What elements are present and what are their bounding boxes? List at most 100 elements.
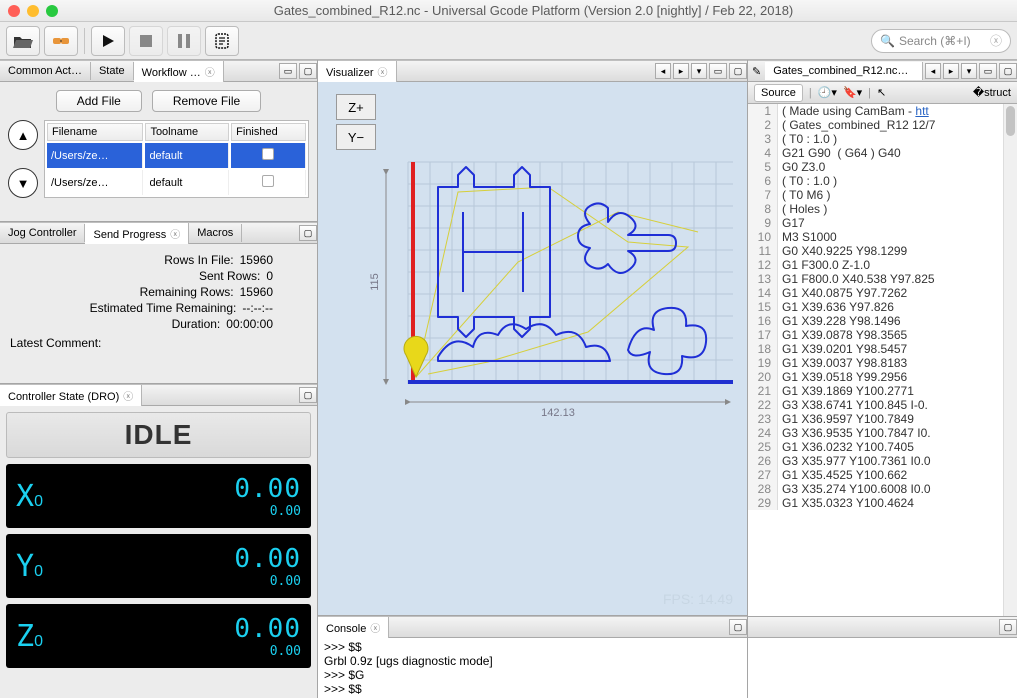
code-line[interactable]: 7( T0 M6 ) [748,188,1017,202]
clear-search-icon[interactable]: ⓧ [990,32,1002,49]
code-line[interactable]: 9G17 [748,216,1017,230]
col-toolname[interactable]: Toolname [145,123,229,141]
close-tab-icon[interactable]: ⓧ [123,392,133,403]
settings-icon[interactable]: �struct [973,86,1011,99]
connect-button[interactable] [44,26,78,56]
code-line[interactable]: 10M3 S1000 [748,230,1017,244]
maximize-panel-button[interactable]: ▢ [729,619,747,635]
tab-state[interactable]: State [91,62,134,80]
code-line[interactable]: 26G3 X35.977 Y100.7361 I0.0 [748,454,1017,468]
editor-header: ✎ Gates_combined_R12.nc… ◂ ▸ ▾ ▭ ▢ [748,60,1017,82]
nav-next-button[interactable]: ▸ [673,63,689,79]
code-line[interactable]: 19G1 X39.0037 Y98.8183 [748,356,1017,370]
tab-editor[interactable]: Gates_combined_R12.nc… [765,62,923,80]
minimize-icon[interactable] [27,5,39,17]
code-line[interactable]: 22G3 X38.6741 Y100.845 I-0. [748,398,1017,412]
code-line[interactable]: 13G1 F800.0 X40.538 Y97.825 [748,272,1017,286]
pause-button[interactable] [167,26,201,56]
z-plus-button[interactable]: Z+ [336,94,376,120]
duration-value: 00:00:00 [226,317,273,331]
code-line[interactable]: 20G1 X39.0518 Y99.2956 [748,370,1017,384]
axis-y: Y00.000.00 [6,534,311,598]
minimize-panel-button[interactable]: ▭ [979,63,997,79]
remove-file-button[interactable]: Remove File [152,90,261,112]
code-line[interactable]: 18G1 X39.0201 Y98.5457 [748,342,1017,356]
console-output[interactable]: >>> $$Grbl 0.9z [ugs diagnostic mode]>>>… [318,638,747,698]
bookmark-icon[interactable]: 🔖▾ [843,86,862,99]
console-output-right[interactable] [748,638,1017,698]
close-tab-icon[interactable]: ⓧ [170,230,180,241]
code-line[interactable]: 1( Made using CamBam - htt [748,104,1017,118]
titlebar: Gates_combined_R12.nc - Universal Gcode … [0,0,1017,22]
code-line[interactable]: 3( T0 : 1.0 ) [748,132,1017,146]
search-input[interactable]: 🔍 Search (⌘+I) ⓧ [871,29,1011,53]
code-line[interactable]: 4G21 G90 ( G64 ) G40 [748,146,1017,160]
nav-dropdown-button[interactable]: ▾ [691,63,707,79]
move-down-button[interactable]: ▼ [8,168,38,198]
code-line[interactable]: 27G1 X35.4525 Y100.662 [748,468,1017,482]
maximize-icon[interactable] [46,5,58,17]
file-table[interactable]: Filename Toolname Finished /Users/ze…def… [44,120,309,198]
nav-dropdown-button[interactable]: ▾ [961,63,977,79]
tab-jog-controller[interactable]: Jog Controller [0,224,85,242]
minimize-panel-button[interactable]: ▭ [709,63,727,79]
history-icon[interactable]: 🕘▾ [818,86,837,99]
maximize-panel-button[interactable]: ▢ [999,619,1017,635]
tab-workflow[interactable]: Workflow …ⓧ [134,61,224,82]
code-line[interactable]: 16G1 X39.228 Y98.1496 [748,314,1017,328]
tab-visualizer[interactable]: Visualizerⓧ [318,61,397,82]
col-filename[interactable]: Filename [47,123,143,141]
tab-send-progress[interactable]: Send Progressⓧ [85,223,189,244]
window-title: Gates_combined_R12.nc - Universal Gcode … [58,3,1009,18]
tab-console[interactable]: Consoleⓧ [318,617,389,638]
mdi-button[interactable] [205,26,239,56]
tab-common-actions[interactable]: Common Act… [0,62,91,80]
nav-prev-button[interactable]: ◂ [655,63,671,79]
code-line[interactable]: 15G1 X39.636 Y97.826 [748,300,1017,314]
code-line[interactable]: 2( Gates_combined_R12 12/7 [748,118,1017,132]
code-line[interactable]: 25G1 X36.0232 Y100.7405 [748,440,1017,454]
console-header-right: ▢ [748,616,1017,638]
add-file-button[interactable]: Add File [56,90,142,112]
minimize-panel-button[interactable]: ▭ [279,63,297,79]
close-tab-icon[interactable]: ⓧ [370,624,380,635]
close-icon[interactable] [8,5,20,17]
code-line[interactable]: 29G1 X35.0323 Y100.4624 [748,496,1017,510]
code-line[interactable]: 6( T0 : 1.0 ) [748,174,1017,188]
code-line[interactable]: 17G1 X39.0878 Y98.3565 [748,328,1017,342]
code-editor[interactable]: 1( Made using CamBam - htt2( Gates_combi… [748,104,1017,616]
close-tab-icon[interactable]: ⓧ [205,68,215,79]
table-row[interactable]: /Users/ze…default [47,143,306,168]
open-file-button[interactable] [6,26,40,56]
code-line[interactable]: 5G0 Z3.0 [748,160,1017,174]
nav-next-button[interactable]: ▸ [943,63,959,79]
code-line[interactable]: 11G0 X40.9225 Y98.1299 [748,244,1017,258]
code-line[interactable]: 8( Holes ) [748,202,1017,216]
maximize-panel-button[interactable]: ▢ [999,63,1017,79]
play-button[interactable] [91,26,125,56]
code-line[interactable]: 23G1 X36.9597 Y100.7849 [748,412,1017,426]
source-button[interactable]: Source [754,84,803,102]
visualizer-canvas[interactable]: Z+ Y− 142.13 115 [318,82,747,616]
scrollbar[interactable] [1003,104,1017,616]
tab-macros[interactable]: Macros [189,224,242,242]
code-line[interactable]: 14G1 X40.0875 Y97.7262 [748,286,1017,300]
move-up-button[interactable]: ▲ [8,120,38,150]
maximize-panel-button[interactable]: ▢ [299,63,317,79]
code-line[interactable]: 24G3 X36.9535 Y100.7847 I0. [748,426,1017,440]
code-line[interactable]: 21G1 X39.1869 Y100.2771 [748,384,1017,398]
tab-dro[interactable]: Controller State (DRO)ⓧ [0,385,142,406]
code-line[interactable]: 12G1 F300.0 Z-1.0 [748,258,1017,272]
close-tab-icon[interactable]: ⓧ [378,68,388,79]
col-finished[interactable]: Finished [231,123,306,141]
cursor-icon[interactable]: ↖ [877,86,886,99]
maximize-panel-button[interactable]: ▢ [299,225,317,241]
code-line[interactable]: 28G3 X35.274 Y100.6008 I0.0 [748,482,1017,496]
maximize-panel-button[interactable]: ▢ [729,63,747,79]
table-row[interactable]: /Users/ze…default [47,170,306,195]
stop-button[interactable] [129,26,163,56]
svg-text:115: 115 [369,273,381,291]
maximize-panel-button[interactable]: ▢ [299,387,317,403]
nav-prev-button[interactable]: ◂ [925,63,941,79]
edit-icon: ✎ [748,65,765,78]
